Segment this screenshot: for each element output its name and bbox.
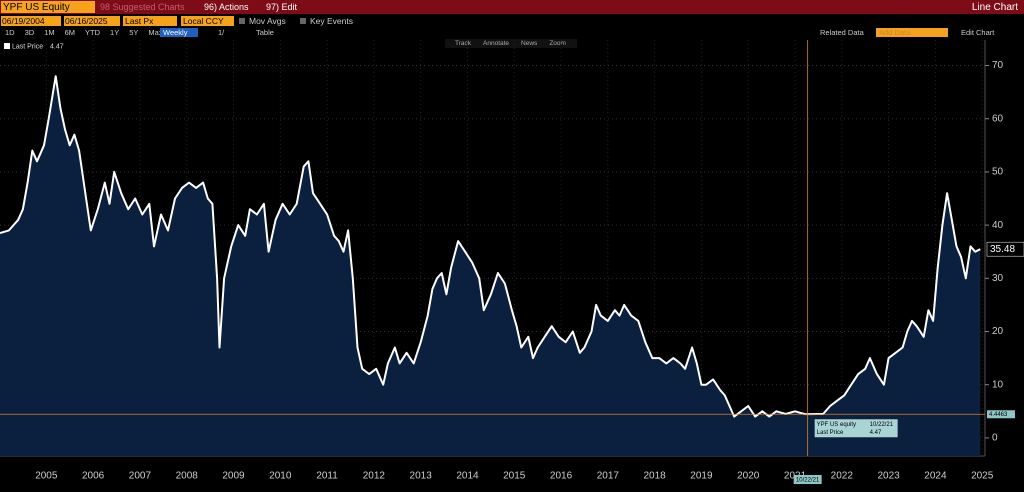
date-box [793,475,822,484]
edit-chart[interactable]: Edit Chart [961,28,995,37]
date-label: 10/22/21 [796,478,820,484]
period-tab[interactable]: Max [148,28,162,37]
x-tick-label: 2015 [503,471,526,482]
title-bar [0,0,1024,14]
x-tick-label: 2020 [737,471,760,482]
x-tick-label: 2010 [269,471,292,482]
start-date: 06/19/2004 [2,16,45,26]
add-data: Add Data [879,28,911,37]
y-tick-label: 30 [992,273,1004,284]
last-value-box [986,241,1024,257]
x-tick-label: 2018 [644,471,667,482]
tooltip [814,419,898,438]
area [0,76,981,456]
x-tick-label: 2011 [316,471,338,482]
x-tick-label: 2016 [550,471,573,482]
tooltip-date: 10/22/21 [870,422,894,428]
currency-box[interactable] [181,16,234,26]
tool[interactable]: Zoom [549,40,566,47]
x-tick-label: 2019 [690,471,713,482]
table[interactable]: Table [256,28,274,37]
edit[interactable]: 97) Edit [266,2,298,12]
frequency-box[interactable] [160,28,198,37]
add-data-box[interactable] [876,28,948,37]
chart-style[interactable]: 1/ [218,28,225,37]
x-tick-label: 2012 [363,471,386,482]
period-tab[interactable]: 6M [65,28,75,37]
legend-value: 4.47 [50,43,64,50]
period-tab[interactable]: 1Y [110,28,119,37]
y-tick-label: 20 [992,326,1004,337]
field: Last Px [125,16,154,26]
y-tick-label: 70 [992,60,1004,71]
x-tick-label: 2023 [877,471,900,482]
related-data[interactable]: Related Data [820,28,865,37]
y-tick-label: 10 [992,379,1004,390]
axis-value-box [987,410,1015,419]
legend-label: Last Price [12,43,43,50]
frequency[interactable]: Weekly [163,28,188,37]
axis-value-label: 4.4463 [989,412,1008,418]
tooltip-value: 4.47 [870,430,882,436]
field-box[interactable] [123,16,177,26]
end-box[interactable] [64,16,120,26]
y-tick-label: 40 [992,220,1004,231]
x-tick-label: 2009 [222,471,245,482]
actions[interactable]: 96) Actions [204,2,249,12]
y-tick-label: 0 [992,433,998,444]
checkbox[interactable] [300,18,306,24]
tool[interactable]: News [521,40,538,47]
currency: Local CCY [183,16,224,26]
x-tick-label: 2008 [176,471,199,482]
chart-type: Line Chart [972,2,1018,13]
tooltip-field: Last Price [817,430,844,436]
period-tab[interactable]: 5Y [129,28,138,37]
x-tick-label: 2024 [924,471,947,482]
x-tick-label: 2005 [35,471,58,482]
y-tick-label: 60 [992,113,1004,124]
checkbox[interactable] [239,18,245,24]
legend-swatch [4,43,10,49]
suggested[interactable]: 98 Suggested Charts [100,2,185,12]
x-tick-label: 2022 [831,471,854,482]
ticker-box[interactable] [1,1,95,13]
ticker: YPF US Equity [3,2,70,13]
tools: Track Annotate News Zoom [455,40,566,47]
y-tick-label: 50 [992,167,1004,178]
tool[interactable]: Track [455,40,472,47]
x-tick-label: 2006 [82,471,105,482]
tool-strip [445,39,577,48]
x-tick-label: 2007 [129,471,152,482]
end-date: 06/16/2025 [65,16,108,26]
period-tabs: 1D 3D 1M 6M YTD 1Y 5Y Max [5,28,163,37]
period-tab[interactable]: 1D [5,28,15,37]
x-tick-label: 2025 [971,471,994,482]
start-box[interactable] [1,16,61,26]
mov-avgs[interactable]: Mov Avgs [249,16,286,26]
period-tab[interactable]: 1M [44,28,54,37]
tool[interactable]: Annotate [483,40,509,47]
line [0,75,981,418]
period-tab[interactable]: YTD [85,28,101,37]
key-events[interactable]: Key Events [310,16,353,26]
period-tab[interactable]: 3D [25,28,35,37]
tooltip-ticker: YPF US equity [817,422,856,428]
last-value-label: 35.48 [990,244,1015,255]
x-tick-label: 2013 [410,471,433,482]
plot: 0 10 20 30 40 50 60 70 2005 2006 2007 2008 2009 2010 2… [0,40,1024,484]
x-tick-label: 2017 [597,471,620,482]
x-tick-label: 2014 [456,471,479,482]
